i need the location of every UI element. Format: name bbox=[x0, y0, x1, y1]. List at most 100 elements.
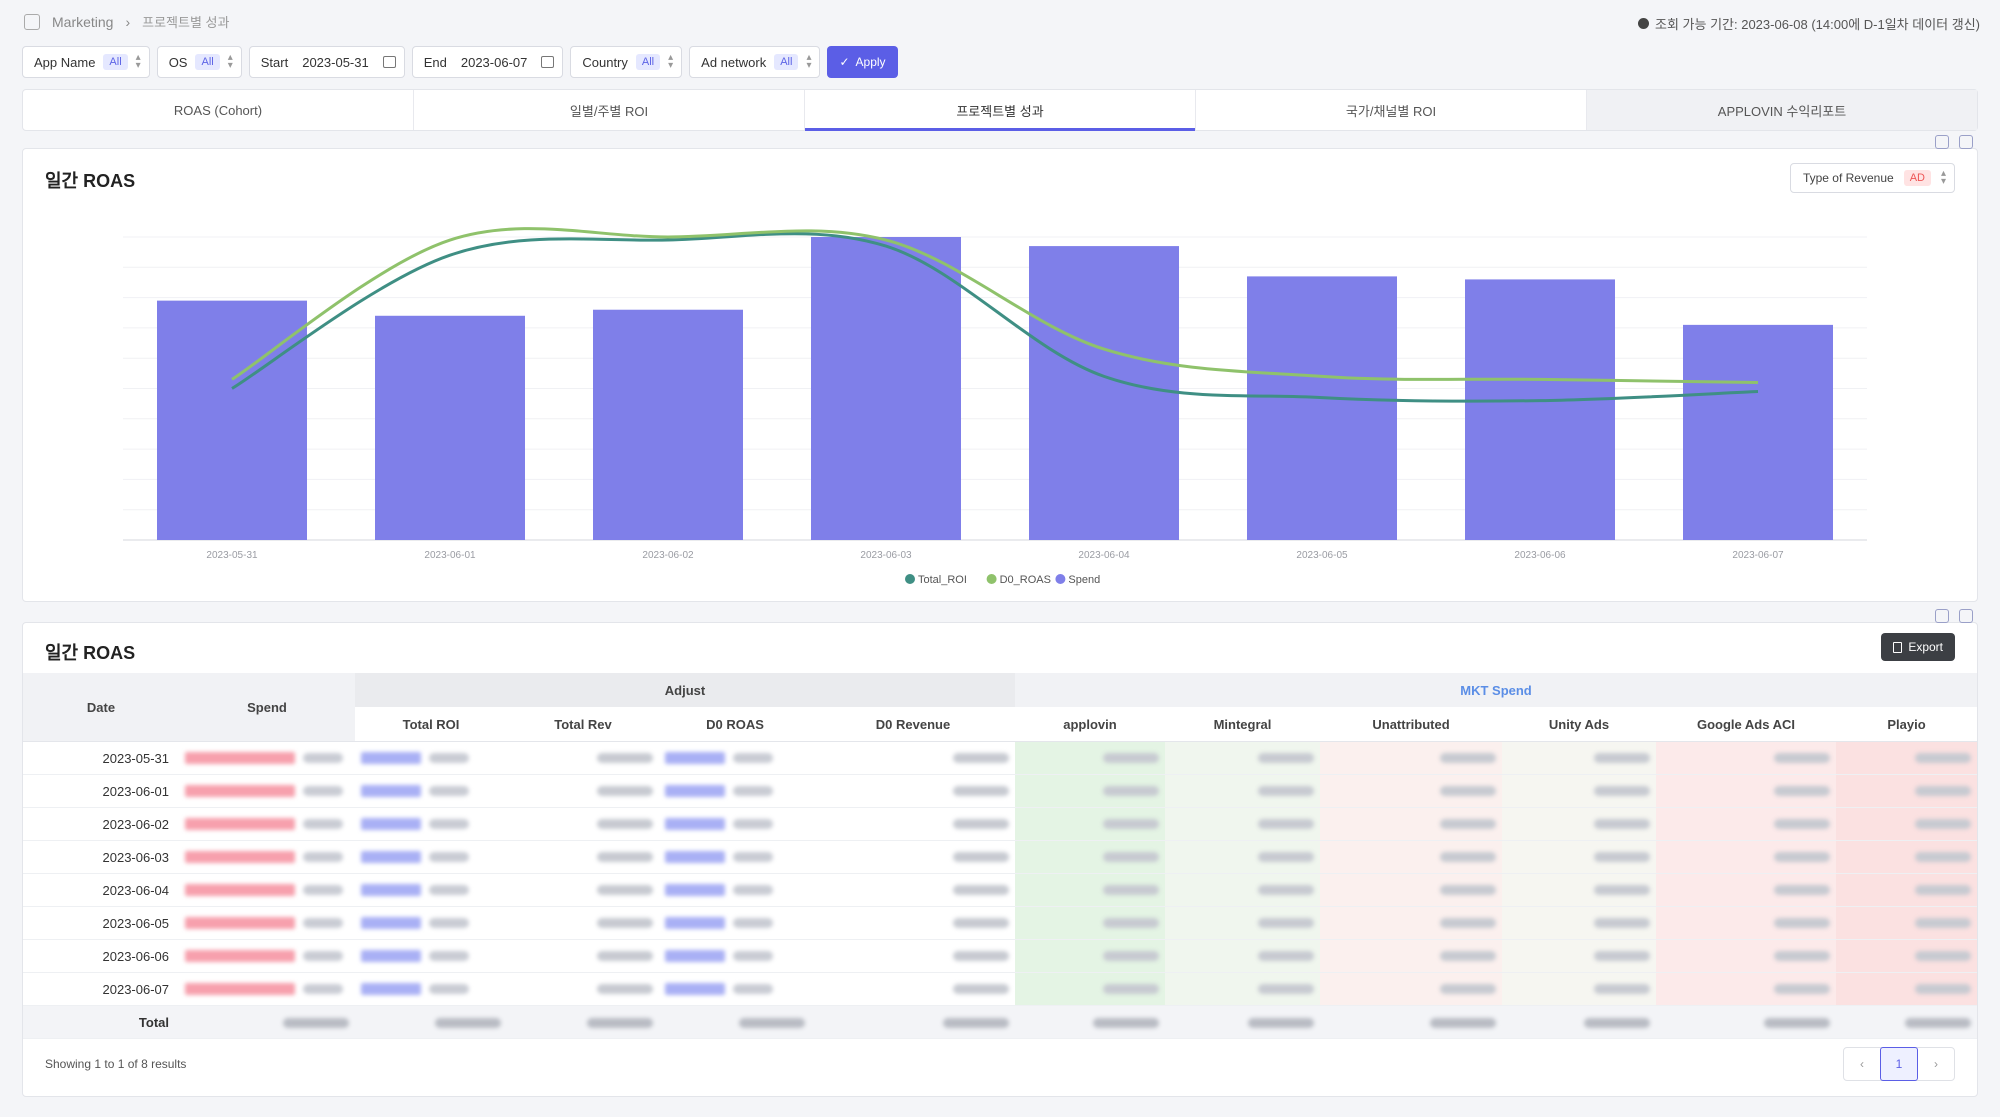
redacted-cell bbox=[355, 906, 507, 940]
redacted-value bbox=[303, 885, 343, 895]
redacted-value bbox=[1103, 786, 1159, 796]
redacted-value bbox=[1915, 951, 1971, 961]
redacted-cell bbox=[355, 840, 507, 874]
spend-bar bbox=[1465, 279, 1615, 540]
tab-country-channel-roi[interactable]: 국가/채널별 ROI bbox=[1196, 90, 1587, 130]
clock-icon bbox=[1638, 18, 1650, 29]
col-d0-revenue[interactable]: D0 Revenue bbox=[811, 707, 1015, 742]
end-date-picker[interactable]: End 2023-06-07 bbox=[411, 46, 564, 78]
col-applovin[interactable]: applovin bbox=[1015, 707, 1165, 742]
col-date[interactable]: Date bbox=[23, 673, 179, 742]
ad-network-select[interactable]: Ad network All ▴ ▾ bbox=[689, 46, 821, 78]
tab-roas-cohort[interactable]: ROAS (Cohort) bbox=[23, 90, 414, 130]
redacted-cell bbox=[355, 807, 507, 841]
cell-content bbox=[817, 819, 1009, 829]
redacted-value bbox=[1440, 786, 1496, 796]
redacted-value bbox=[283, 1018, 349, 1029]
redacted-value bbox=[1774, 984, 1830, 994]
cell-content bbox=[1171, 852, 1314, 862]
redacted-value bbox=[1103, 819, 1159, 829]
redacted-value bbox=[1258, 753, 1314, 763]
redacted-value bbox=[733, 753, 773, 763]
x-tick-label: 2023-06-03 bbox=[860, 550, 912, 561]
cell-content bbox=[665, 851, 805, 863]
cell-content bbox=[1021, 819, 1159, 829]
cell-content bbox=[1662, 786, 1830, 796]
redacted-value bbox=[587, 1018, 653, 1029]
app-name-select[interactable]: App Name All ▴ ▾ bbox=[22, 46, 150, 78]
redacted-value bbox=[597, 819, 653, 829]
cell-content bbox=[1662, 918, 1830, 928]
cell-content bbox=[185, 917, 349, 929]
cell-content bbox=[1021, 918, 1159, 928]
redacted-cell bbox=[1836, 873, 1977, 907]
col-playio[interactable]: Playio bbox=[1836, 707, 1977, 742]
redacted-cell bbox=[811, 906, 1015, 940]
redacted-bar bbox=[361, 752, 421, 764]
country-select[interactable]: Country All ▴ ▾ bbox=[570, 46, 683, 78]
redacted-cell bbox=[1015, 873, 1165, 907]
tab-project-performance[interactable]: 프로젝트별 성과 bbox=[805, 90, 1196, 131]
redacted-cell bbox=[179, 741, 355, 775]
redacted-cell bbox=[507, 807, 659, 841]
export-button[interactable]: Export bbox=[1881, 633, 1955, 661]
col-total-rev[interactable]: Total Rev bbox=[507, 707, 659, 742]
table-row: 2023-06-06 bbox=[23, 939, 1977, 973]
cell-content bbox=[1662, 951, 1830, 961]
copy-icon[interactable] bbox=[1959, 609, 1973, 623]
revenue-type-select[interactable]: Type of Revenue AD ▴ ▾ bbox=[1789, 163, 1955, 193]
col-unattributed[interactable]: Unattributed bbox=[1320, 707, 1502, 742]
cell-content bbox=[1021, 852, 1159, 862]
redacted-cell bbox=[1015, 774, 1165, 808]
os-select[interactable]: OS All ▴ ▾ bbox=[156, 46, 242, 78]
redacted-value bbox=[1915, 786, 1971, 796]
breadcrumb-root[interactable]: Marketing bbox=[52, 13, 114, 30]
redacted-value bbox=[1774, 852, 1830, 862]
redacted-cell bbox=[1320, 807, 1502, 841]
app-grid-icon bbox=[24, 13, 40, 30]
camera-icon[interactable] bbox=[1935, 609, 1949, 623]
cell-content bbox=[513, 885, 653, 895]
table-row: 2023-06-07 bbox=[23, 972, 1977, 1006]
redacted-cell bbox=[1165, 906, 1320, 940]
group-adjust: Adjust bbox=[355, 673, 1015, 707]
redacted-bar bbox=[185, 950, 295, 962]
redacted-cell bbox=[1502, 972, 1656, 1006]
tab-applovin-revenue[interactable]: APPLOVIN 수익리포트 bbox=[1587, 90, 1977, 130]
redacted-bar bbox=[665, 950, 725, 962]
redacted-value bbox=[733, 885, 773, 895]
redacted-cell bbox=[659, 840, 811, 874]
spend-bar bbox=[1029, 246, 1179, 540]
page-button[interactable]: 1 bbox=[1880, 1047, 1918, 1081]
cell-content bbox=[817, 885, 1009, 895]
redacted-cell bbox=[1836, 774, 1977, 808]
start-date-picker[interactable]: Start 2023-05-31 bbox=[248, 46, 405, 78]
prev-page-button[interactable]: ‹ bbox=[1860, 1057, 1864, 1071]
col-total-roi[interactable]: Total ROI bbox=[355, 707, 507, 742]
cell-content bbox=[513, 852, 653, 862]
camera-icon[interactable] bbox=[1935, 135, 1949, 149]
tab-daily-weekly-roi[interactable]: 일별/주별 ROI bbox=[414, 90, 805, 130]
next-page-button[interactable]: › bbox=[1934, 1057, 1938, 1071]
redacted-cell bbox=[1656, 741, 1836, 775]
redacted-cell bbox=[179, 840, 355, 874]
col-spend[interactable]: Spend bbox=[179, 673, 355, 742]
redacted-value bbox=[429, 786, 469, 796]
redacted-cell bbox=[1320, 741, 1502, 775]
cell-content bbox=[665, 917, 805, 929]
cell-content bbox=[1508, 852, 1650, 862]
cell-content bbox=[817, 984, 1009, 994]
apply-button[interactable]: ✓ Apply bbox=[827, 46, 898, 78]
cell-content bbox=[1842, 753, 1971, 763]
row-date: 2023-06-01 bbox=[23, 774, 179, 808]
copy-icon[interactable] bbox=[1959, 135, 1973, 149]
col-google-ads-aci[interactable]: Google Ads ACI bbox=[1656, 707, 1836, 742]
table-title: 일간 ROAS bbox=[45, 643, 136, 663]
col-d0-roas[interactable]: D0 ROAS bbox=[659, 707, 811, 742]
cell-content bbox=[185, 851, 349, 863]
redacted-value bbox=[1594, 951, 1650, 961]
col-unity-ads[interactable]: Unity Ads bbox=[1502, 707, 1656, 742]
col-mintegral[interactable]: Mintegral bbox=[1165, 707, 1320, 742]
redacted-bar bbox=[361, 884, 421, 896]
total-roi-line bbox=[231, 232, 1759, 403]
